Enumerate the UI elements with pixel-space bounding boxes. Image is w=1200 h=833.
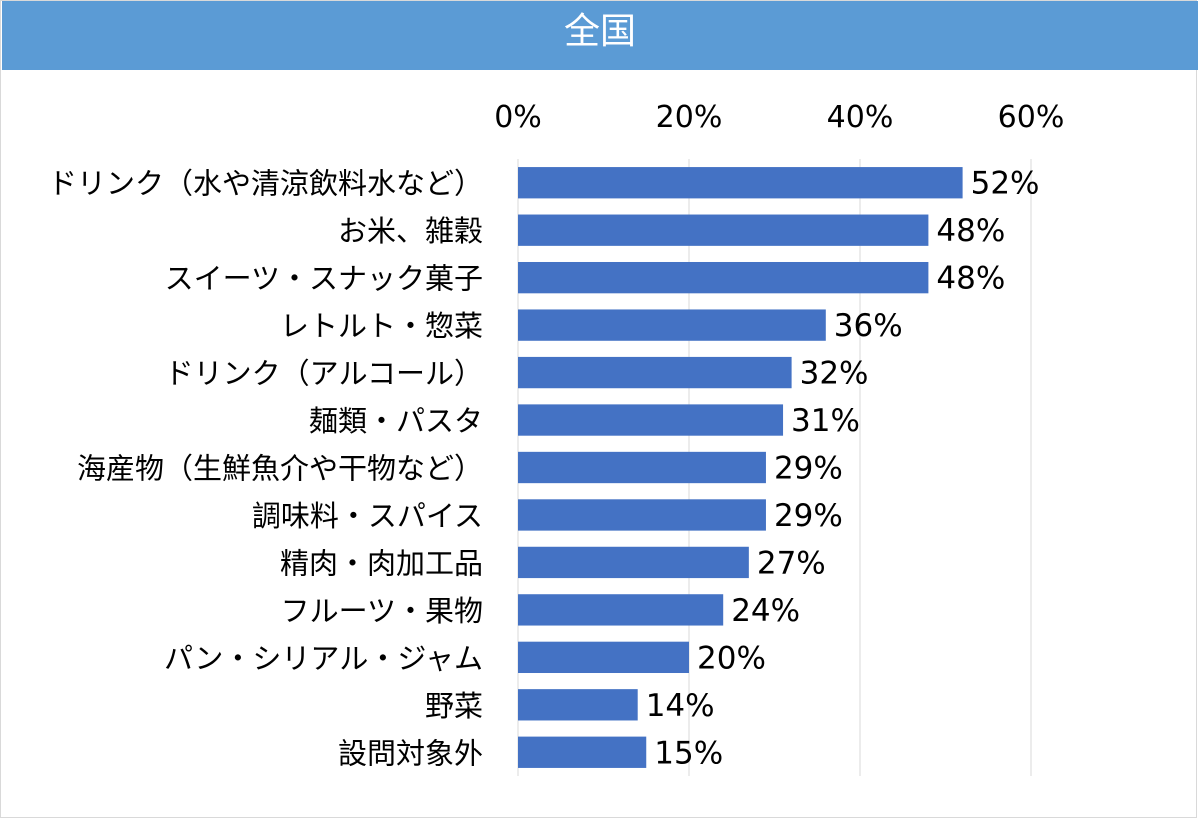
bar — [518, 641, 689, 674]
value-label: 20% — [697, 640, 766, 676]
category-label: パン・シリアル・ジャム — [164, 641, 483, 675]
category-label: フルーツ・果物 — [281, 594, 483, 628]
category-label: 海産物（生鮮魚介や干物など） — [77, 452, 483, 486]
bar-chart: 0% 20% 40% 60% ドリンク（水や清涼飲料水など） 52% お米、雑穀 48% スイー… — [48, 100, 1065, 776]
value-label: 14% — [646, 688, 715, 724]
value-label: 29% — [774, 498, 843, 534]
value-label: 24% — [731, 593, 800, 629]
bar — [518, 689, 638, 721]
value-label: 48% — [936, 213, 1005, 249]
category-label: 調味料・スパイス — [252, 499, 483, 533]
bar — [518, 499, 766, 531]
bar — [518, 309, 826, 341]
x-tick-label: 60% — [998, 100, 1065, 135]
bar — [518, 594, 724, 626]
value-label: 32% — [800, 356, 869, 392]
value-label: 27% — [757, 545, 826, 581]
category-label: お米、雑穀 — [338, 214, 483, 248]
category-label: ドリンク（アルコール） — [165, 357, 483, 391]
bar — [518, 546, 749, 579]
bar — [518, 214, 929, 246]
category-label: レトルト・惣菜 — [280, 309, 483, 343]
value-label: 52% — [971, 166, 1040, 202]
bar — [518, 404, 784, 436]
bar — [518, 356, 792, 389]
x-tick-label: 40% — [827, 100, 894, 135]
value-label: 29% — [774, 451, 843, 487]
category-label: 野菜 — [425, 689, 483, 723]
category-label: 麺類・パスタ — [309, 404, 483, 438]
bar — [518, 736, 647, 768]
x-tick-label: 0% — [494, 100, 542, 135]
category-label: スイーツ・スナック菓子 — [165, 262, 483, 296]
value-label: 31% — [791, 403, 860, 439]
value-label: 15% — [654, 735, 723, 771]
category-label: ドリンク（水や清涼飲料水など） — [48, 167, 483, 201]
bar — [518, 261, 929, 294]
x-tick-label: 20% — [656, 100, 723, 135]
chart-header: 全国 — [2, 1, 1198, 70]
value-label: 36% — [834, 308, 903, 344]
category-label: 設問対象外 — [338, 736, 483, 770]
category-label: 精肉・肉加工品 — [280, 546, 483, 580]
bar — [518, 451, 766, 484]
bar — [518, 167, 963, 199]
chart-title: 全国 — [563, 11, 636, 52]
value-label: 48% — [936, 261, 1005, 297]
